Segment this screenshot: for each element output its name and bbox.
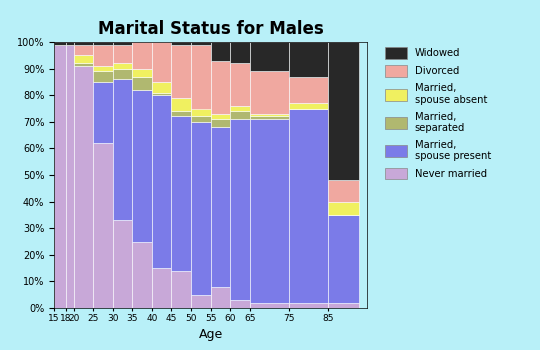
Bar (66, 45, 73, 308)
Bar (191, 295, 211, 308)
Title: Marital Status for Males: Marital Status for Males (98, 20, 323, 38)
Bar (73, 45, 93, 55)
Bar (289, 103, 328, 108)
Bar (249, 71, 289, 114)
Legend: Widowed, Divorced, Married,
spouse absent, Married,
separated, Married,
spouse p: Widowed, Divorced, Married, spouse absen… (382, 44, 494, 182)
Bar (230, 119, 249, 300)
Bar (73, 55, 93, 63)
Bar (230, 63, 249, 106)
Bar (54, 42, 66, 45)
Bar (113, 45, 132, 63)
Bar (289, 303, 328, 308)
Bar (249, 114, 289, 117)
Bar (211, 127, 230, 287)
Bar (66, 42, 73, 45)
Bar (249, 119, 289, 303)
Bar (73, 42, 93, 45)
Bar (93, 45, 113, 66)
Bar (93, 42, 113, 45)
Bar (249, 42, 289, 71)
Bar (328, 215, 360, 303)
Bar (249, 303, 289, 308)
Bar (132, 77, 152, 90)
Bar (211, 61, 230, 114)
Bar (172, 117, 191, 271)
Bar (93, 66, 113, 71)
Bar (93, 143, 113, 308)
Bar (328, 303, 360, 308)
Bar (113, 79, 132, 220)
Bar (249, 117, 289, 119)
Bar (211, 114, 230, 119)
Bar (328, 180, 360, 202)
Bar (152, 82, 172, 92)
Bar (191, 42, 211, 45)
Bar (113, 42, 132, 45)
Bar (132, 69, 152, 77)
Bar (191, 117, 211, 122)
Bar (113, 69, 132, 79)
Bar (211, 287, 230, 308)
Bar (73, 63, 93, 66)
Bar (152, 268, 172, 308)
Bar (289, 108, 328, 303)
Bar (172, 45, 191, 98)
Bar (328, 42, 360, 180)
X-axis label: Age: Age (199, 328, 222, 341)
Bar (211, 42, 230, 61)
Bar (172, 42, 191, 45)
Bar (152, 92, 172, 95)
Bar (132, 241, 152, 308)
Bar (113, 220, 132, 308)
Bar (211, 119, 230, 127)
Bar (132, 90, 152, 242)
Bar (230, 111, 249, 119)
Bar (113, 63, 132, 69)
Bar (191, 122, 211, 295)
Bar (230, 106, 249, 111)
Bar (73, 66, 93, 308)
Bar (152, 42, 172, 82)
Bar (289, 42, 328, 77)
Bar (230, 300, 249, 308)
Bar (93, 71, 113, 82)
Bar (230, 42, 249, 63)
Bar (172, 271, 191, 308)
Bar (172, 98, 191, 111)
Bar (93, 82, 113, 143)
Bar (172, 111, 191, 117)
Bar (152, 95, 172, 268)
Bar (191, 108, 211, 117)
Bar (289, 77, 328, 103)
Bar (328, 202, 360, 215)
Bar (191, 45, 211, 108)
Bar (54, 45, 66, 308)
Bar (132, 42, 152, 69)
